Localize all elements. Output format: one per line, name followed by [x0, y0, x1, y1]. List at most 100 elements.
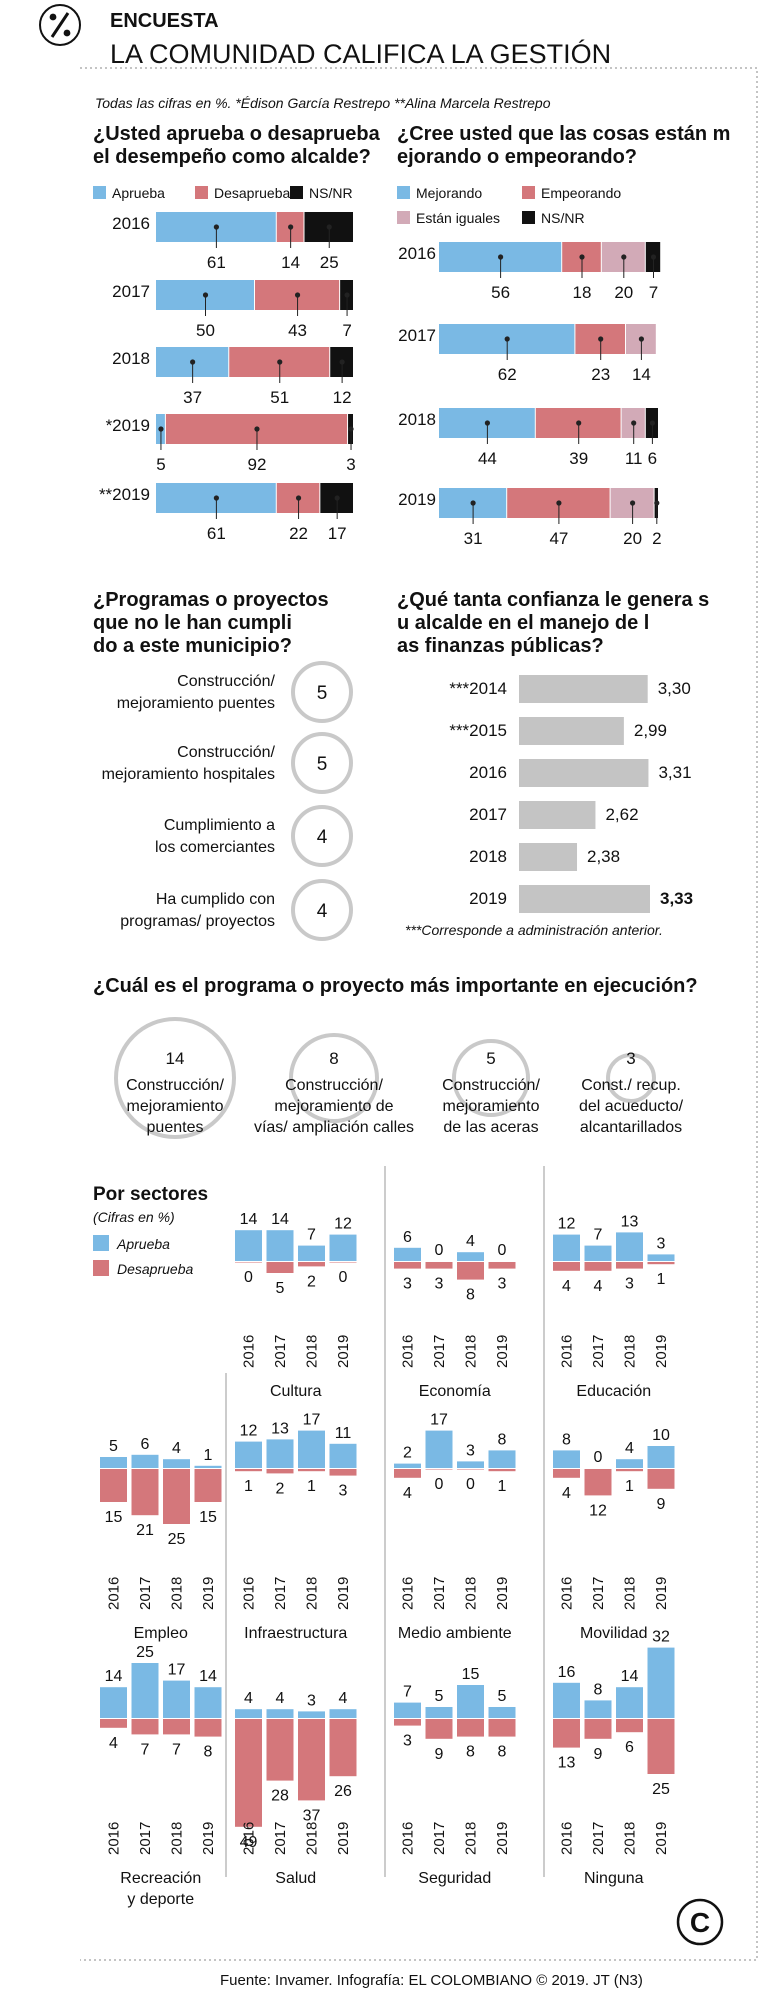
importante-label: del acueducto/: [579, 1098, 684, 1115]
aprueba-value-label: 61: [207, 524, 226, 543]
sectores-desaprueba-bar: [235, 1469, 262, 1472]
incumplidos-value: 4: [317, 827, 328, 848]
sectores-aprueba-bar: [425, 1707, 453, 1718]
sectores-desaprueba-bar: [488, 1719, 516, 1737]
sectores-aprueba-bar: [488, 1450, 516, 1468]
aprueba-legend-swatch: [93, 186, 106, 199]
sectores-aprueba-bar: [163, 1680, 190, 1718]
aprueba-value-label: 7: [342, 321, 351, 340]
sectores-year-label: 2018: [463, 1577, 480, 1610]
sectores-desaprueba-value: 3: [498, 1276, 507, 1293]
importante-label: Construcción/: [285, 1077, 383, 1094]
sectores-desaprueba-bar: [163, 1719, 190, 1735]
cosas-value-label: 14: [632, 365, 651, 384]
sectores-desaprueba-value: 15: [105, 1509, 123, 1526]
aprueba-year-label: 2016: [112, 214, 150, 233]
sectores-year-label: 2019: [494, 1577, 511, 1610]
sectores-desaprueba-bar: [457, 1262, 484, 1280]
importante-title: ¿Cuál es el programa o proyecto más impo…: [93, 975, 698, 997]
importante-value: 14: [166, 1049, 185, 1068]
sectores-subtitle: (Cifras en %): [93, 1209, 175, 1225]
sectores-aprueba-value: 1: [204, 1447, 213, 1464]
sectores-legend-swatch: [93, 1260, 109, 1276]
sectores-aprueba-value: 4: [466, 1233, 475, 1250]
cosas-year-label: 2017: [398, 326, 436, 345]
sectores-aprueba-value: 14: [271, 1211, 289, 1228]
incumplidos-row-label: mejoramiento puentes: [117, 695, 275, 712]
sectores-aprueba-bar: [647, 1254, 675, 1261]
cosas-value-label: 62: [498, 365, 517, 384]
sectores-year-label: 2017: [137, 1577, 154, 1610]
sectores-desaprueba-value: 3: [403, 1733, 412, 1750]
importante-bubble: [606, 1053, 656, 1103]
sectores-year-label: 2019: [653, 1577, 670, 1610]
confianza-year-label: 2018: [469, 847, 507, 866]
sectores-year-label: 2018: [622, 1577, 639, 1610]
confianza-bar: [519, 801, 596, 829]
sectores-desaprueba-value: 8: [466, 1744, 475, 1761]
importante-label: mejoramiento: [127, 1098, 224, 1115]
cosas-value-label: 2: [652, 529, 661, 548]
incumplidos-value-ring: [291, 805, 353, 867]
sectores-desaprueba-bar: [298, 1719, 325, 1801]
sectores-aprueba-bar: [553, 1234, 580, 1261]
sectores-aprueba-bar: [266, 1709, 294, 1718]
el-colombiano-logo-icon: C: [676, 1898, 724, 1946]
source-credit: Fuente: Invamer. Infografía: EL COLOMBIA…: [220, 1972, 643, 1989]
sectores-legend-swatch: [93, 1235, 109, 1251]
sectores-aprueba-value: 10: [652, 1427, 670, 1444]
sectores-aprueba-value: 7: [594, 1227, 603, 1244]
sectores-desaprueba-value: 1: [244, 1478, 253, 1495]
sectores-desaprueba-bar: [425, 1262, 453, 1269]
sectores-panel-label: y deporte: [127, 1891, 194, 1908]
percent-logo-icon: [39, 4, 81, 46]
sectores-aprueba-bar: [131, 1454, 159, 1468]
sectores-desaprueba-value: 4: [562, 1485, 571, 1502]
sectores-aprueba-value: 3: [466, 1442, 475, 1459]
sectores-desaprueba-value: 4: [403, 1485, 412, 1502]
sectores-year-label: 2019: [335, 1577, 352, 1610]
sectores-aprueba-bar: [584, 1700, 612, 1718]
sectores-year-label: 2018: [622, 1335, 639, 1368]
sectores-desaprueba-value: 12: [589, 1502, 607, 1519]
importante-bubble: [114, 1017, 236, 1139]
page-title: LA COMUNIDAD CALIFICA LA GESTIÓN: [110, 38, 611, 69]
sectores-aprueba-value: 12: [334, 1216, 352, 1233]
cosas-value-label: 11: [625, 449, 643, 468]
sectores-desaprueba-bar: [584, 1469, 612, 1496]
sectores-aprueba-bar: [457, 1685, 484, 1718]
sectores-aprueba-bar: [647, 1647, 675, 1718]
sectores-desaprueba-value: 1: [307, 1478, 316, 1495]
sectores-year-label: 2018: [622, 1822, 639, 1855]
sectores-desaprueba-bar: [553, 1719, 580, 1748]
sectores-desaprueba-value: 21: [136, 1522, 154, 1539]
sectores-desaprueba-bar: [329, 1469, 357, 1476]
sectores-desaprueba-bar: [235, 1719, 262, 1827]
sectores-aprueba-bar: [100, 1687, 127, 1718]
sectores-year-label: 2017: [590, 1822, 607, 1855]
confianza-year-label: ***2014: [449, 679, 507, 698]
sectores-year-label: 2019: [200, 1577, 217, 1610]
sectores-year-label: 2016: [559, 1822, 576, 1855]
sectores-desaprueba-value: 3: [625, 1276, 634, 1293]
sectores-aprueba-bar: [584, 1245, 612, 1261]
aprueba-legend-label: Desaprueba: [214, 185, 290, 201]
sectores-year-label: 2019: [494, 1822, 511, 1855]
cosas-value-label: 20: [614, 283, 633, 302]
aprueba-year-label: *2019: [106, 416, 150, 435]
sectores-aprueba-value: 5: [435, 1688, 444, 1705]
cosas-legend-swatch: [522, 211, 535, 224]
sectores-year-label: 2018: [304, 1335, 321, 1368]
importante-label: Construcción/: [442, 1077, 540, 1094]
sectores-desaprueba-bar: [616, 1719, 643, 1733]
cosas-value-label: 23: [591, 365, 610, 384]
sectores-desaprueba-bar: [298, 1469, 325, 1472]
confianza-bar: [519, 717, 624, 745]
importante-value: 8: [329, 1049, 338, 1068]
sectores-desaprueba-value: 6: [625, 1739, 634, 1756]
sectores-desaprueba-value: 2: [307, 1273, 316, 1290]
sectores-aprueba-value: 6: [403, 1229, 412, 1246]
sectores-aprueba-value: 17: [303, 1412, 321, 1429]
incumplidos-value-ring: [291, 732, 353, 794]
sectores-year-label: 2016: [559, 1577, 576, 1610]
